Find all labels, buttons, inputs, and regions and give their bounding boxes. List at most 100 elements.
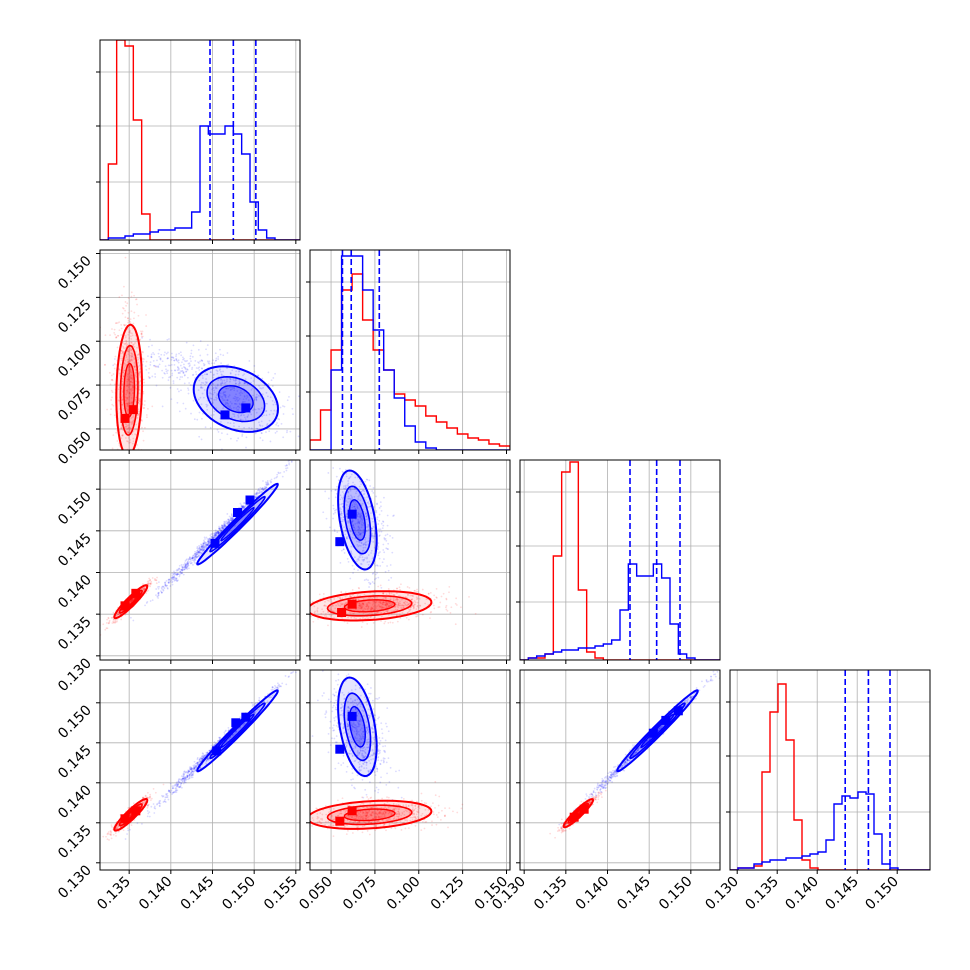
scatter-point [148, 367, 151, 370]
scatter-point [368, 581, 370, 584]
scatter-point [382, 601, 385, 604]
scatter-point [412, 606, 415, 609]
scatter-point [223, 524, 226, 527]
scatter-point [257, 374, 260, 377]
scatter-point [412, 604, 415, 607]
scatter-point [416, 597, 419, 600]
scatter-point [252, 394, 255, 397]
scatter-point [198, 411, 201, 414]
scatter-point [385, 609, 388, 612]
scatter-point [221, 526, 224, 528]
scatter-point [160, 353, 163, 356]
scatter-point [160, 591, 163, 594]
scatter-point [307, 598, 309, 600]
scatter-point [367, 617, 370, 620]
scatter-point [242, 398, 245, 401]
scatter-point [445, 604, 448, 607]
scatter-point [127, 377, 130, 380]
scatter-point [109, 833, 112, 836]
scatter-point [132, 430, 135, 432]
scatter-point [181, 568, 184, 571]
scatter-point [201, 367, 203, 370]
scatter-point [362, 602, 365, 605]
scatter-point [152, 803, 155, 805]
scatter-point [241, 505, 244, 508]
scatter-point [255, 492, 258, 495]
scatter-point [415, 590, 418, 593]
scatter-point [215, 531, 218, 534]
scatter-point [292, 413, 294, 416]
scatter-point [160, 591, 163, 594]
scatter-point [333, 530, 336, 533]
scatter-point [399, 604, 402, 607]
scatter-point [132, 345, 135, 347]
scatter-point [117, 458, 119, 460]
scatter-point [203, 536, 206, 539]
scatter-point [232, 379, 235, 382]
scatter-point [240, 389, 242, 392]
scatter-point [128, 366, 130, 369]
scatter-point [374, 608, 376, 611]
scatter-point [193, 561, 196, 564]
scatter-point [194, 360, 197, 362]
scatter-point [364, 480, 367, 483]
scatter-point [243, 506, 246, 509]
scatter-point [285, 464, 288, 466]
scatter-point [212, 413, 215, 416]
scatter-point [224, 525, 227, 528]
scatter-point [137, 408, 140, 411]
scatter-point [118, 321, 121, 324]
scatter-point [176, 573, 179, 575]
scatter-point [321, 608, 324, 611]
scatter-point [195, 373, 198, 376]
scatter-point [210, 397, 213, 400]
scatter-point [197, 551, 200, 553]
scatter-point [404, 603, 407, 605]
scatter-point [133, 366, 136, 369]
scatter-point [138, 402, 141, 405]
scatter-point [264, 487, 267, 490]
scatter-point [406, 604, 408, 607]
scatter-point [373, 571, 376, 573]
scatter-point [124, 309, 127, 312]
scatter-point [366, 622, 369, 625]
scatter-point [218, 530, 220, 533]
scatter-point [130, 371, 133, 374]
scatter-point [224, 394, 227, 397]
scatter-point [244, 418, 247, 421]
scatter-point [134, 364, 137, 367]
scatter-point [190, 352, 193, 355]
scatter-point [172, 356, 174, 359]
scatter-point [418, 598, 421, 600]
scatter-point [148, 458, 150, 460]
scatter-point [131, 378, 133, 381]
scatter-point [243, 390, 246, 393]
scatter-point [138, 386, 141, 389]
scatter-point [379, 565, 382, 567]
scatter-point [217, 532, 219, 535]
scatter-point [200, 438, 203, 441]
scatter-point [184, 563, 187, 566]
density-peak [120, 413, 130, 423]
scatter-point [224, 520, 227, 523]
scatter-point [223, 525, 226, 528]
scatter-point [170, 577, 173, 579]
scatter-point [128, 442, 130, 444]
scatter-point [357, 569, 359, 572]
scatter-point [238, 406, 241, 409]
scatter-point [347, 616, 349, 619]
scatter-point [126, 385, 129, 388]
scatter-point [127, 426, 130, 429]
scatter-point [200, 548, 203, 551]
scatter-point [383, 622, 386, 625]
scatter-point [216, 534, 219, 537]
scatter-point [203, 363, 206, 366]
scatter-point [339, 597, 342, 600]
scatter-point [175, 573, 177, 576]
scatter-point [177, 366, 179, 369]
scatter-point [376, 605, 379, 607]
scatter-point [383, 496, 385, 499]
scatter-point [198, 546, 201, 549]
scatter-point [185, 559, 188, 561]
scatter-point [363, 593, 366, 596]
